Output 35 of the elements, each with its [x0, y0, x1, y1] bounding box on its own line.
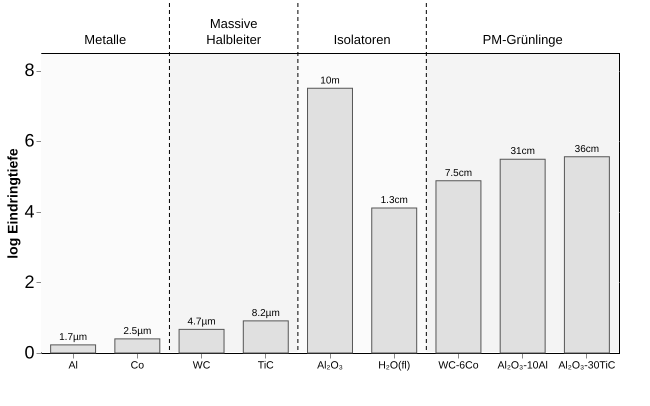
annotation: 1.7µm: [59, 332, 88, 343]
x-tick-label: Al₂O₃-10Al: [497, 360, 548, 372]
band-label: PM-Grünlinge: [482, 32, 563, 47]
x-tick-label: Co: [130, 360, 144, 372]
annotation: 7.5cm: [444, 168, 472, 179]
y-tick-label: 0: [24, 342, 34, 362]
x-tick-label: TiC: [258, 360, 274, 372]
y-tick-label: 8: [24, 60, 34, 80]
annotation: 2.5µm: [123, 326, 152, 337]
bar: [435, 180, 482, 354]
annotation: 10m: [320, 75, 340, 86]
annotation: 4.7µm: [188, 316, 216, 328]
x-tick-label: WC: [192, 360, 211, 372]
band-label: Metalle: [84, 32, 126, 47]
bar: [114, 338, 160, 354]
y-tick-label: 4: [24, 201, 34, 222]
x-tick-label: WC-6Co: [438, 360, 479, 372]
y-tick-label: 2: [24, 272, 34, 292]
x-tick-label: Al: [68, 360, 78, 372]
band-label: Isolatoren: [334, 32, 391, 47]
bar: [50, 344, 96, 354]
x-tick-label: Al₂O₃-30TiC: [558, 360, 616, 372]
bar: [178, 328, 225, 354]
y-tick-label: 6: [24, 130, 34, 151]
annotation: 8.2µm: [252, 308, 280, 319]
band-label: Massive Halbleiter: [206, 16, 262, 47]
annotation: 1.3cm: [380, 194, 408, 206]
x-tick-label: Al₂O₃: [317, 360, 343, 372]
bar: [242, 320, 289, 354]
y-axis-title: log Eindringtiefe: [4, 148, 20, 259]
bar: [564, 156, 610, 354]
annotation: 36cm: [574, 144, 600, 155]
bar: [500, 158, 546, 354]
annotation: 31cm: [510, 146, 535, 158]
x-tick-label: H₂O(fl): [378, 360, 410, 372]
